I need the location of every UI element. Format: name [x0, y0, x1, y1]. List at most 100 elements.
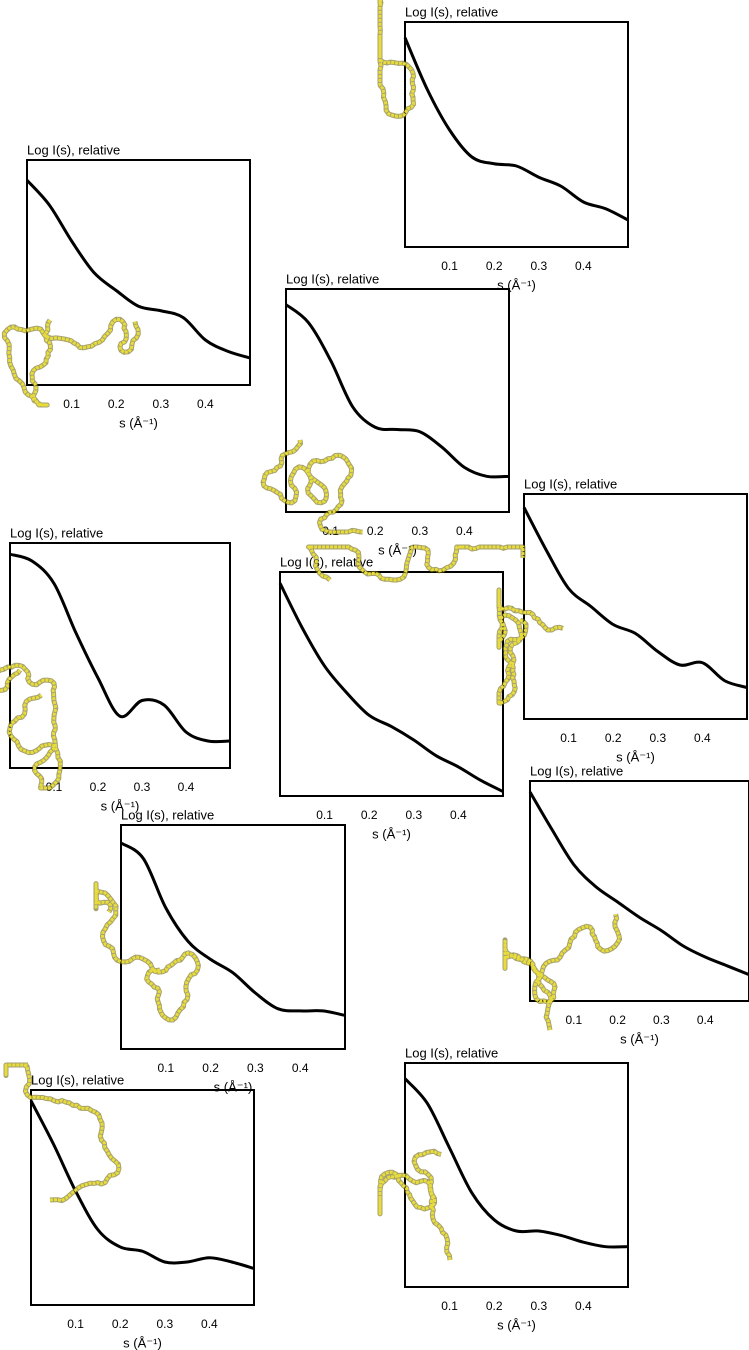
x-tick-label: 0.1	[63, 397, 80, 411]
plot-frame	[26, 159, 251, 386]
panel-title: Log I(s), relative	[530, 763, 623, 778]
x-tick-label: 0.4	[694, 731, 711, 745]
x-axis-label: s (Å⁻¹)	[101, 798, 140, 813]
x-tick-label: 0.1	[560, 731, 577, 745]
chain	[261, 439, 363, 534]
x-tick-label: 0.2	[112, 1317, 129, 1331]
plot-frame	[285, 288, 510, 513]
chain	[4, 1063, 121, 1203]
x-tick-label: 0.2	[486, 1299, 503, 1313]
x-axis-label: s (Å⁻¹)	[378, 542, 417, 557]
panel-title: Log I(s), relative	[27, 142, 120, 157]
x-tick-label: 0.1	[157, 1061, 174, 1075]
panel-title: Log I(s), relative	[405, 4, 498, 19]
panel: Log I(s), relative 0.1 0.2 0.3 0.4 s (Å⁻¹)	[403, 1045, 629, 1332]
curve	[9, 552, 231, 744]
chain-outline	[0, 662, 63, 791]
chain	[94, 882, 200, 1022]
x-tick-label: 0.4	[292, 1061, 309, 1075]
chain-outline	[260, 439, 363, 535]
plot-frame	[30, 1089, 255, 1306]
x-axis-label: s (Å⁻¹)	[123, 1335, 162, 1350]
curve	[403, 37, 629, 222]
x-tick-label: 0.2	[90, 780, 107, 794]
x-tick-label: 0.4	[697, 1013, 714, 1027]
x-tick-label: 0.4	[450, 808, 467, 822]
x-tick-label: 0.4	[575, 259, 592, 273]
panel-title: Log I(s), relative	[121, 807, 214, 822]
curve	[528, 791, 749, 976]
chain	[0, 663, 62, 790]
x-tick-label: 0.3	[156, 1317, 173, 1331]
x-tick-label: 0.2	[486, 259, 503, 273]
panel: Log I(s), relative 0.1 0.2 0.3 0.4 s (Å⁻¹)	[29, 1072, 255, 1350]
x-tick-label: 0.1	[441, 259, 458, 273]
panel-title: Log I(s), relative	[405, 1045, 498, 1060]
curve	[25, 179, 251, 360]
x-tick-label: 0.2	[108, 397, 125, 411]
plot-frame	[529, 780, 749, 1002]
plot-frame	[120, 824, 346, 1050]
chain-outline	[502, 913, 623, 1031]
x-axis-label: s (Å⁻¹)	[214, 1079, 253, 1094]
x-tick-label: 0.4	[201, 1317, 218, 1331]
x-axis-label: s (Å⁻¹)	[372, 826, 411, 841]
x-tick-label: 0.2	[367, 524, 384, 538]
x-axis-label: s (Å⁻¹)	[497, 1317, 536, 1332]
chain	[503, 913, 622, 1031]
panel-title: Log I(s), relative	[31, 1072, 124, 1087]
x-axis-label: s (Å⁻¹)	[119, 415, 158, 430]
panel-title: Log I(s), relative	[280, 554, 373, 569]
x-tick-label: 0.3	[411, 524, 428, 538]
x-tick-label: 0.4	[178, 780, 195, 794]
x-tick-label: 0.1	[441, 1299, 458, 1313]
chain	[497, 588, 564, 705]
x-tick-label: 0.3	[247, 1061, 264, 1075]
x-tick-label: 0.2	[361, 808, 378, 822]
curve	[278, 582, 504, 793]
x-tick-label: 0.4	[575, 1299, 592, 1313]
chain	[378, 1149, 452, 1261]
x-tick-label: 0.1	[67, 1317, 84, 1331]
chain	[307, 545, 525, 582]
plot-frame	[404, 1062, 629, 1288]
x-tick-label: 0.2	[202, 1061, 219, 1075]
plot-frame	[279, 571, 504, 797]
chain	[378, 0, 415, 118]
x-axis-label: s (Å⁻¹)	[620, 1031, 659, 1046]
plot-frame	[404, 21, 629, 248]
x-axis-label: s (Å⁻¹)	[616, 749, 655, 764]
plot-frame	[523, 493, 748, 720]
curve	[285, 303, 510, 479]
x-axis-label: s (Å⁻¹)	[497, 277, 536, 292]
panel-title: Log I(s), relative	[524, 476, 617, 491]
x-tick-label: 0.3	[530, 1299, 547, 1313]
panel: Log I(s), relative 0.1 0.2 0.3 0.4 s (Å⁻¹)	[25, 142, 251, 430]
x-tick-label: 0.3	[152, 397, 169, 411]
x-tick-label: 0.2	[605, 731, 622, 745]
curve	[403, 1077, 629, 1249]
x-tick-label: 0.1	[316, 808, 333, 822]
plot-frame	[9, 542, 231, 769]
x-tick-label: 0.4	[456, 524, 473, 538]
curve	[29, 1100, 255, 1270]
panel: Log I(s), relative 0.1 0.2 0.3 0.4 s (Å⁻¹)	[278, 554, 504, 841]
chain	[2, 317, 140, 407]
panel: Log I(s), relative 0.1 0.2 0.3 0.4 s (Å⁻¹)	[120, 807, 346, 1094]
curve	[522, 506, 748, 689]
panel: Log I(s), relative 0.1 0.2 0.3 0.4 s (Å⁻¹)	[522, 476, 748, 764]
panel-title: Log I(s), relative	[10, 525, 103, 540]
x-tick-label: 0.3	[134, 780, 151, 794]
x-tick-label: 0.1	[565, 1013, 582, 1027]
x-tick-label: 0.3	[653, 1013, 670, 1027]
curve	[120, 841, 346, 1017]
panel-title: Log I(s), relative	[286, 271, 379, 286]
x-tick-label: 0.3	[405, 808, 422, 822]
x-tick-label: 0.3	[649, 731, 666, 745]
x-tick-label: 0.4	[197, 397, 214, 411]
